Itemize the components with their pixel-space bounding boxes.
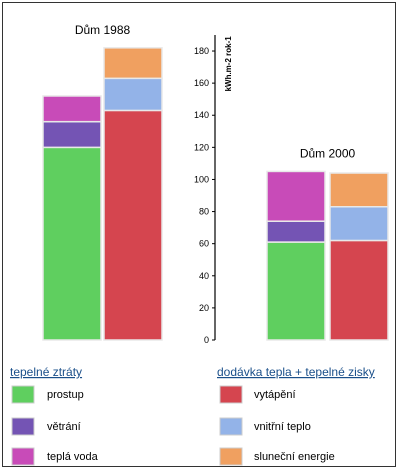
- bar-dum-2000-prostup: [266, 241, 326, 341]
- legend-swatch-vnitrni-teplo: [219, 417, 243, 436]
- y-tick-label: 40: [199, 271, 209, 281]
- bar-dum-2000-vnitrni-teplo: [329, 206, 389, 242]
- y-tick-label: 120: [194, 142, 209, 152]
- legend-swatch-vytapeni: [219, 385, 243, 404]
- bar-dum-2000-slunecni-energie: [329, 172, 389, 208]
- bar-dum-1988-vnitrni-teplo: [103, 77, 163, 112]
- y-axis-unit-label: kWh.m-2 rok-1: [224, 36, 233, 92]
- figure-frame: [2, 2, 396, 467]
- bar-dum-1988-slunecni-energie: [103, 47, 163, 80]
- legend-label-prostup: prostup: [47, 389, 84, 401]
- legend-swatch-prostup: [11, 385, 35, 404]
- legend-heading-losses: tepelné ztráty: [10, 365, 82, 379]
- bar-dum-1988-prostup: [42, 146, 102, 341]
- bar-dum-2000-vytapeni: [329, 239, 389, 341]
- y-tick-label: 0: [204, 335, 209, 345]
- y-tick-label: 180: [194, 46, 209, 56]
- group-title-dum-2000: Dům 2000: [300, 146, 356, 160]
- legend-label-tepla-voda: teplá voda: [47, 451, 99, 463]
- legend-swatch-vetrani: [11, 417, 35, 436]
- legend-label-slunecni-energie: sluneční energie: [254, 451, 335, 463]
- group-title-dum-1988: Dům 1988: [75, 23, 131, 37]
- y-tick-label: 100: [194, 174, 209, 184]
- bar-dum-1988-vetrani: [42, 120, 102, 149]
- y-tick-label: 140: [194, 110, 209, 120]
- bar-dum-1988-tepla-voda: [42, 95, 102, 123]
- y-tick-label: 20: [199, 303, 209, 313]
- y-tick-label: 160: [194, 78, 209, 88]
- bar-dum-1988-vytapeni: [103, 109, 163, 341]
- legend-label-vnitrni-teplo: vnitřní teplo: [254, 421, 311, 433]
- legend-heading-supply: dodávka tepla + tepelné zisky: [217, 365, 375, 379]
- legend-swatch-slunecni-energie: [219, 447, 243, 466]
- y-tick-label: 80: [199, 207, 209, 217]
- legend-swatch-tepla-voda: [11, 447, 35, 466]
- legend-label-vetrani: větrání: [47, 421, 81, 433]
- y-tick-label: 60: [199, 239, 209, 249]
- bar-dum-2000-tepla-voda: [266, 170, 326, 222]
- bar-dum-2000-vetrani: [266, 220, 326, 243]
- legend-label-vytapeni: vytápění: [254, 389, 296, 401]
